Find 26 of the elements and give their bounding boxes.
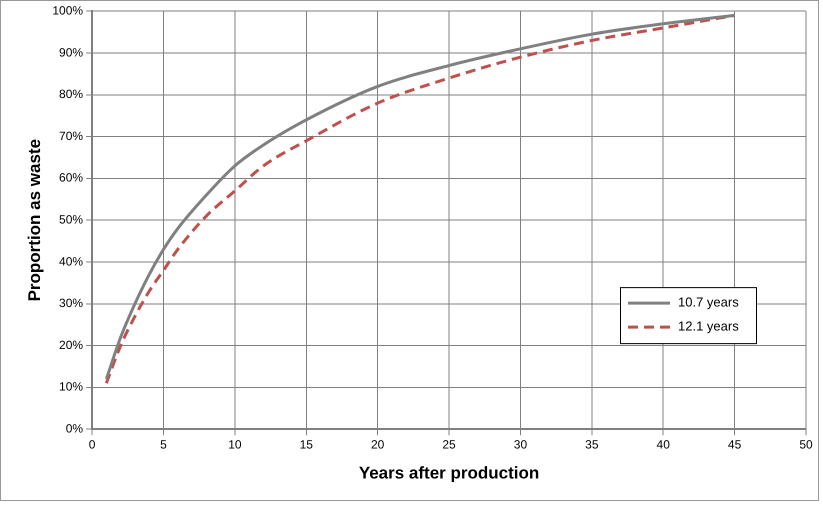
y-tick-label: 10% [59, 380, 84, 394]
legend-label: 12.1 years [678, 318, 740, 334]
y-tick-label: 0% [66, 422, 84, 436]
x-tick-label: 5 [160, 438, 168, 452]
x-tick-label: 15 [300, 438, 314, 452]
y-tick-label: 100% [52, 4, 84, 18]
y-tick-label: 90% [59, 45, 84, 60]
y-tick-label: 20% [59, 338, 84, 352]
y-tick-label: 30% [59, 296, 84, 310]
x-axis-title: Years after production [358, 463, 540, 482]
y-tick-label: 50% [59, 212, 84, 227]
y-tick-label: 60% [59, 170, 84, 185]
x-tick-label: 10 [228, 438, 242, 452]
x-tick-label: 30 [514, 438, 528, 452]
y-axis-title: Proportion as waste [24, 138, 44, 302]
legend-label: 10.7 years [678, 294, 740, 310]
x-tick-label: 45 [728, 438, 742, 452]
x-tick-label: 35 [585, 438, 599, 452]
x-tick-label: 50 [799, 438, 813, 452]
y-tick-label: 80% [59, 87, 84, 102]
x-tick-label: 0 [88, 438, 96, 452]
x-tick-label: 40 [656, 438, 670, 452]
x-tick-label: 20 [370, 438, 385, 452]
y-tick-label: 40% [59, 254, 84, 268]
x-tick-label: 25 [442, 438, 456, 452]
y-tick-label: 70% [59, 128, 84, 143]
